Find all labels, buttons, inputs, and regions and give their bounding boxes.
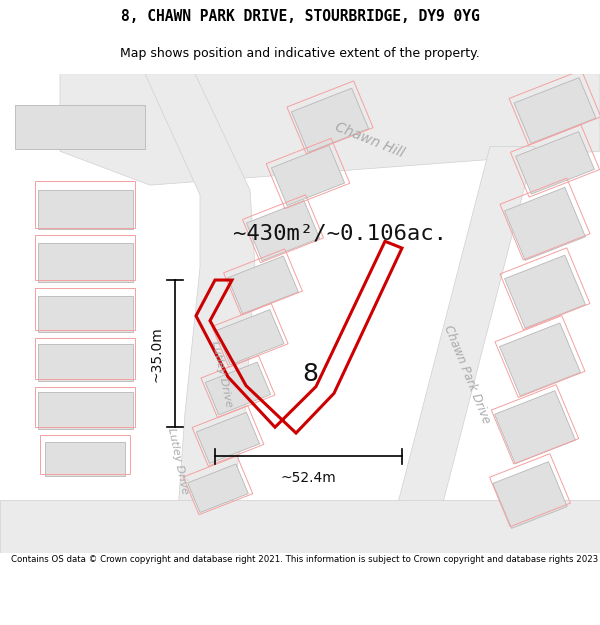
Text: ~430m²/~0.106ac.: ~430m²/~0.106ac. [233,224,447,244]
Text: 8: 8 [302,362,318,386]
Polygon shape [514,78,596,144]
Polygon shape [500,323,580,396]
Text: Lutley Drive: Lutley Drive [210,340,234,408]
Polygon shape [37,392,133,429]
Polygon shape [494,391,575,464]
Polygon shape [15,105,145,149]
Polygon shape [45,442,125,476]
Polygon shape [205,362,271,415]
Polygon shape [216,309,284,365]
Polygon shape [292,88,368,152]
Polygon shape [271,146,344,206]
Polygon shape [247,201,320,261]
Text: Lutley Drive: Lutley Drive [166,427,190,495]
Polygon shape [37,243,133,282]
Polygon shape [227,256,298,314]
Polygon shape [37,344,133,381]
Text: Chawn Park Drive: Chawn Park Drive [442,323,493,425]
Text: 8, CHAWN PARK DRIVE, STOURBRIDGE, DY9 0YG: 8, CHAWN PARK DRIVE, STOURBRIDGE, DY9 0Y… [121,9,479,24]
Polygon shape [493,462,567,528]
Text: Chawn Hill: Chawn Hill [334,119,407,160]
Polygon shape [188,464,248,512]
Polygon shape [385,146,535,553]
Polygon shape [60,74,600,185]
Polygon shape [145,74,255,553]
Text: ~52.4m: ~52.4m [281,471,337,484]
Text: Contains OS data © Crown copyright and database right 2021. This information is : Contains OS data © Crown copyright and d… [11,554,600,564]
Polygon shape [0,500,600,553]
Polygon shape [196,412,260,463]
Polygon shape [505,255,586,328]
Polygon shape [37,296,133,333]
Polygon shape [505,188,586,261]
Polygon shape [37,190,133,229]
Text: Map shows position and indicative extent of the property.: Map shows position and indicative extent… [120,47,480,59]
Text: ~35.0m: ~35.0m [150,326,164,381]
Polygon shape [515,132,595,194]
